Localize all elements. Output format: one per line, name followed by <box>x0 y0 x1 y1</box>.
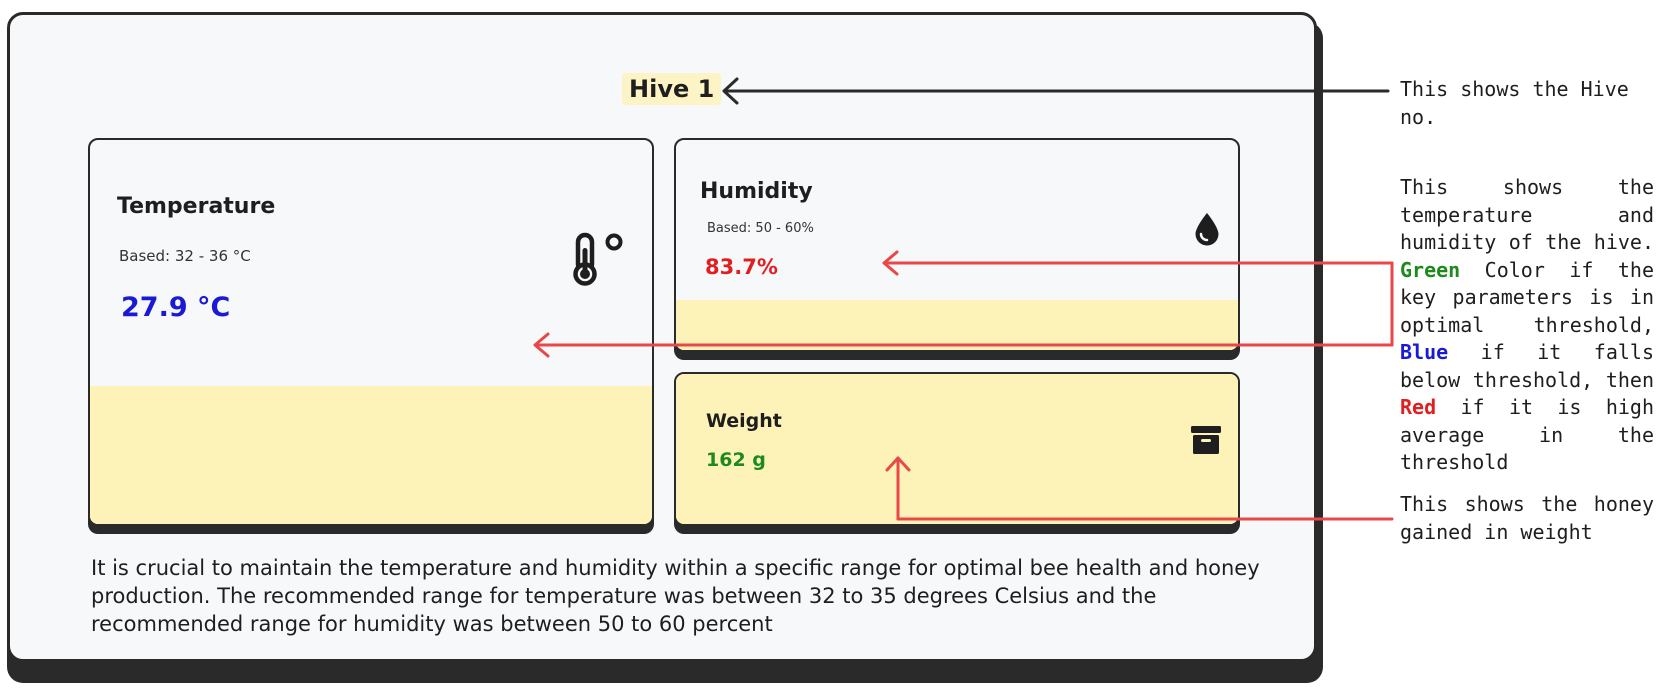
annotation-readings-intro: This shows the temperature and humidity … <box>1400 175 1654 254</box>
annotation-red-text: if it is high average in the threshold <box>1400 395 1654 474</box>
temperature-title: Temperature <box>117 194 276 219</box>
annotation-green-text: Color if the key parameters is in optima… <box>1400 257 1654 337</box>
weight-value: 162 g <box>706 449 766 471</box>
humidity-card[interactable]: Humidity Based: 50 - 60% 83.7% <box>674 138 1240 352</box>
weight-level-fill <box>676 374 1238 524</box>
annotation-readings: This shows the temperature and humidity … <box>1400 174 1654 477</box>
annotation-hive-no: This shows the Hive no. <box>1400 77 1629 129</box>
annotation-red-word: Red <box>1400 395 1437 419</box>
annotation-blue-word: Blue <box>1400 340 1449 364</box>
recommendation-text: It is crucial to maintain the temperatur… <box>91 556 1260 636</box>
humidity-range: Based: 50 - 60% <box>707 221 814 236</box>
annotation-weight: This shows the honey gained in weight <box>1400 492 1654 544</box>
temperature-card[interactable]: Temperature Based: 32 - 36 °C 27.9 °C <box>88 138 654 526</box>
hive-title: Hive 1 <box>622 73 722 105</box>
temperature-range: Based: 32 - 36 °C <box>119 247 251 265</box>
humidity-title: Humidity <box>700 179 813 204</box>
hive-no-arrow <box>722 77 1390 105</box>
humidity-level-fill <box>676 299 1238 350</box>
annotation-blue-text: if it falls below threshold, then <box>1400 340 1654 392</box>
temperature-value: 27.9 °C <box>121 292 231 323</box>
archive-box-icon <box>1191 426 1221 454</box>
weight-card[interactable]: Weight 162 g <box>674 372 1240 526</box>
thermometer-icon <box>573 232 623 286</box>
readings-bracket-arrow <box>533 250 1394 358</box>
humidity-value: 83.7% <box>705 255 778 279</box>
temperature-level-fill <box>90 385 652 524</box>
water-drop-icon <box>1195 213 1219 246</box>
annotation-green-word: Green <box>1400 257 1461 282</box>
weight-title: Weight <box>706 410 782 432</box>
weight-arrow <box>885 456 1394 521</box>
